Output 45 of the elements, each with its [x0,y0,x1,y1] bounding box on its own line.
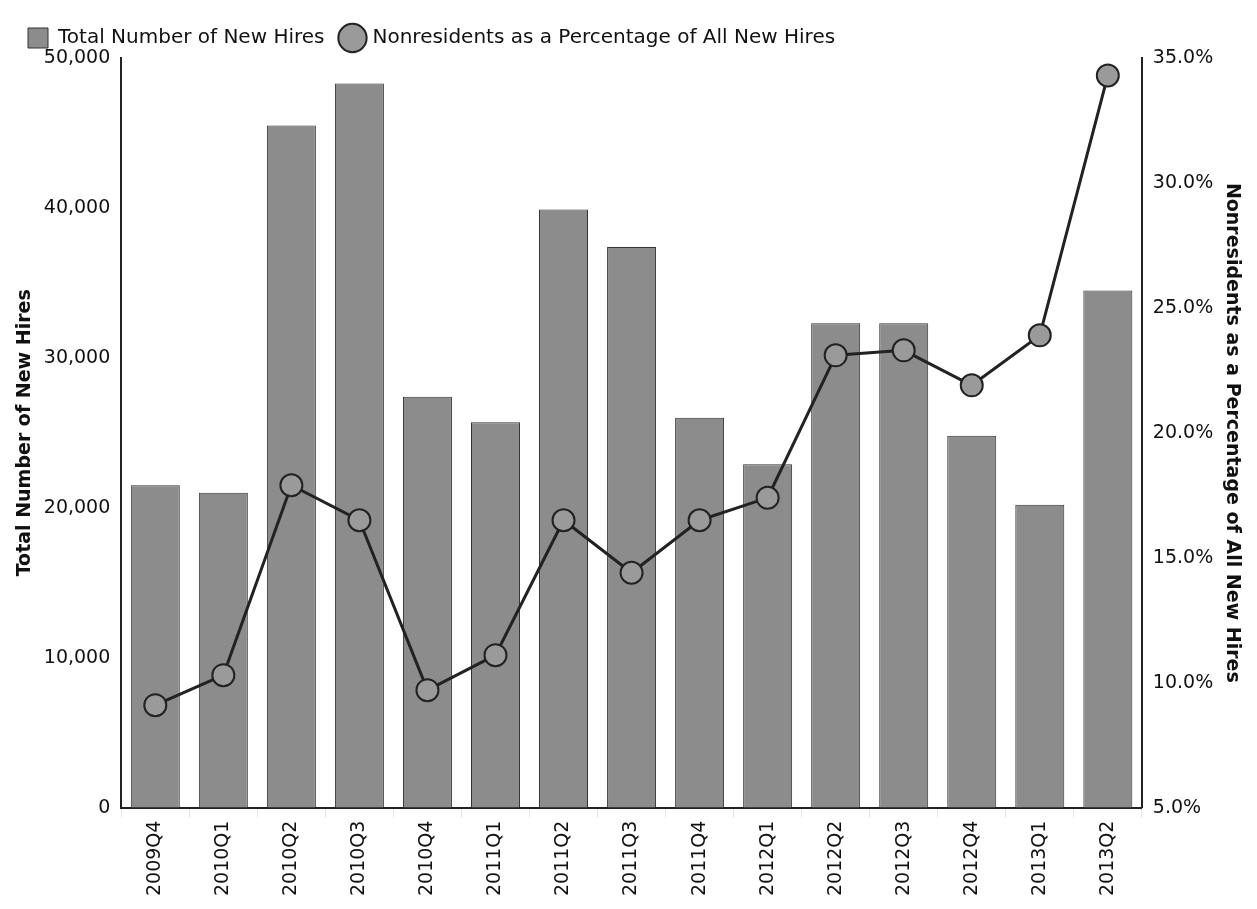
x-tick-label: 2012Q3 [890,820,913,897]
point [1095,63,1120,88]
point [279,473,304,498]
y-tick-label: 20,000 [43,494,111,517]
y-axis-title: Total Number of New Hires [12,289,35,577]
point [891,338,916,363]
x-tick-label: 2010Q1 [210,820,233,897]
y-tick-label: 0 [98,794,111,817]
y-tick-label: 10,000 [43,644,111,667]
x-tick-label: 2011Q3 [618,820,641,897]
y2-tick-label: 10.0% [1152,669,1214,692]
point [211,663,236,688]
x-tick-label: 2010Q2 [278,820,301,897]
point [347,508,372,533]
x-tick-label: 2009Q4 [142,820,165,897]
x-tick-label: 2011Q4 [686,820,709,897]
y2-tick-label: 15.0% [1152,544,1214,567]
y2-axis-title: Nonresidents as a Percentage of All New Hires [1222,182,1245,683]
x-tick-label: 2011Q2 [550,820,573,897]
point [1027,323,1052,348]
y2-tick-label: 5.0% [1152,794,1202,817]
x-tick-label: 2012Q2 [822,820,845,897]
point [687,508,712,533]
point [755,485,780,510]
point [483,643,508,668]
y2-tick-label: 35.0% [1152,44,1214,67]
point [619,560,644,585]
y2-tick-label: 30.0% [1152,169,1214,192]
point [551,508,576,533]
point [415,678,440,703]
legend-label: Nonresidents as a Percentage of All New Hires [372,24,836,49]
x-tick-label: 2012Q1 [754,820,777,897]
point [143,693,168,718]
x-tick-label: 2013Q1 [1026,820,1049,897]
x-tick-label: 2012Q4 [958,820,981,897]
x-tick-label: 2010Q3 [346,820,369,897]
y-tick-label: 30,000 [43,344,111,367]
y2-tick-label: 25.0% [1152,294,1214,317]
x-tick-label: 2013Q2 [1094,820,1117,897]
x-tick-label: 2011Q1 [482,820,505,897]
point [959,373,984,398]
y-tick-label: 40,000 [43,194,111,217]
x-tick-label: 2010Q4 [414,820,437,897]
point [823,343,848,368]
y2-tick-label: 20.0% [1152,419,1214,442]
